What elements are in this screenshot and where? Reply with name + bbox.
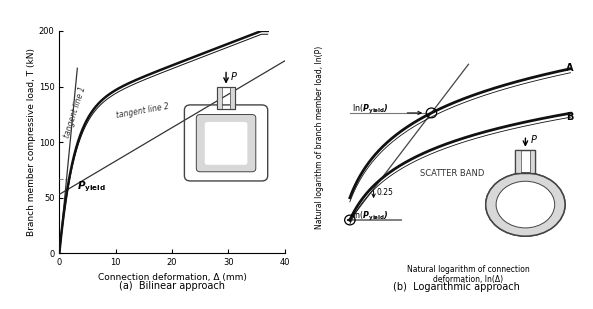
Text: $\mathrm{ln}(\bfit{P}_{\mathbf{yield}})$: $\mathrm{ln}(\bfit{P}_{\mathbf{yield}})$ xyxy=(352,210,389,223)
Text: tangent line 2: tangent line 2 xyxy=(116,102,170,120)
Text: B: B xyxy=(566,112,573,121)
Y-axis label: Branch member compressive load, T (kN): Branch member compressive load, T (kN) xyxy=(27,48,36,236)
Text: tangent line 1: tangent line 1 xyxy=(62,85,87,138)
Text: Natural logarithm of branch member load, ln(P): Natural logarithm of branch member load,… xyxy=(314,46,324,229)
Text: $\mathrm{ln}(\bfit{P}_{\mathbf{yield}})$: $\mathrm{ln}(\bfit{P}_{\mathbf{yield}})$ xyxy=(352,103,389,116)
Text: $\bfit{P}_{\mathbf{yield}}$: $\bfit{P}_{\mathbf{yield}}$ xyxy=(77,179,106,194)
X-axis label: Connection deformation, Δ (mm): Connection deformation, Δ (mm) xyxy=(97,273,247,282)
Text: SCATTER BAND: SCATTER BAND xyxy=(420,168,484,177)
Text: (b)  Logarithmic approach: (b) Logarithmic approach xyxy=(393,282,520,292)
Text: (a)  Bilinear approach: (a) Bilinear approach xyxy=(119,281,225,291)
Text: A: A xyxy=(566,63,573,73)
Text: Natural logarithm of connection
deformation, ln(Δ): Natural logarithm of connection deformat… xyxy=(407,265,530,284)
Text: 0.25: 0.25 xyxy=(377,188,393,197)
